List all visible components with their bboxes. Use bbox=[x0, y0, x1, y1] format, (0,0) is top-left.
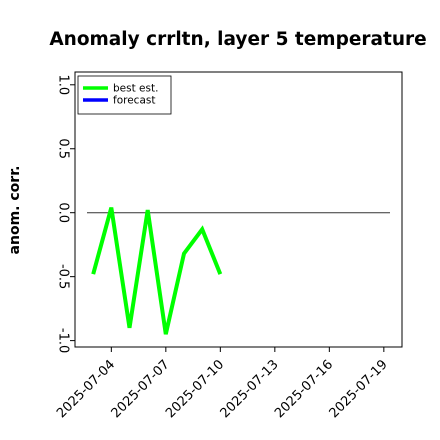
series-group bbox=[91, 207, 223, 335]
chart-title: Anomaly crrltn, layer 5 temperature bbox=[49, 29, 426, 50]
legend-label: best est. bbox=[113, 83, 158, 95]
y-axis-label: anom. corr. bbox=[7, 166, 23, 255]
x-tick-label: 2025-07-19 bbox=[327, 357, 391, 421]
legend: best est.forecast bbox=[77, 75, 172, 115]
x-axis: 2025-07-042025-07-072025-07-102025-07-13… bbox=[54, 347, 391, 421]
y-tick-label: -0.5 bbox=[56, 264, 71, 289]
series-line-0 bbox=[91, 207, 223, 335]
y-tick-label: 0.5 bbox=[56, 138, 71, 159]
legend-box bbox=[77, 75, 172, 115]
legend-label: forecast bbox=[113, 95, 155, 107]
y-tick-label: 1.0 bbox=[56, 74, 71, 95]
plot-frame bbox=[74, 71, 403, 348]
plot-area bbox=[74, 71, 403, 348]
y-tick-label: -1.0 bbox=[56, 328, 71, 353]
y-axis: -1.0 -0.5 0.0 0.5 1.0 bbox=[56, 74, 75, 353]
y-tick-label: 0.0 bbox=[56, 202, 71, 223]
